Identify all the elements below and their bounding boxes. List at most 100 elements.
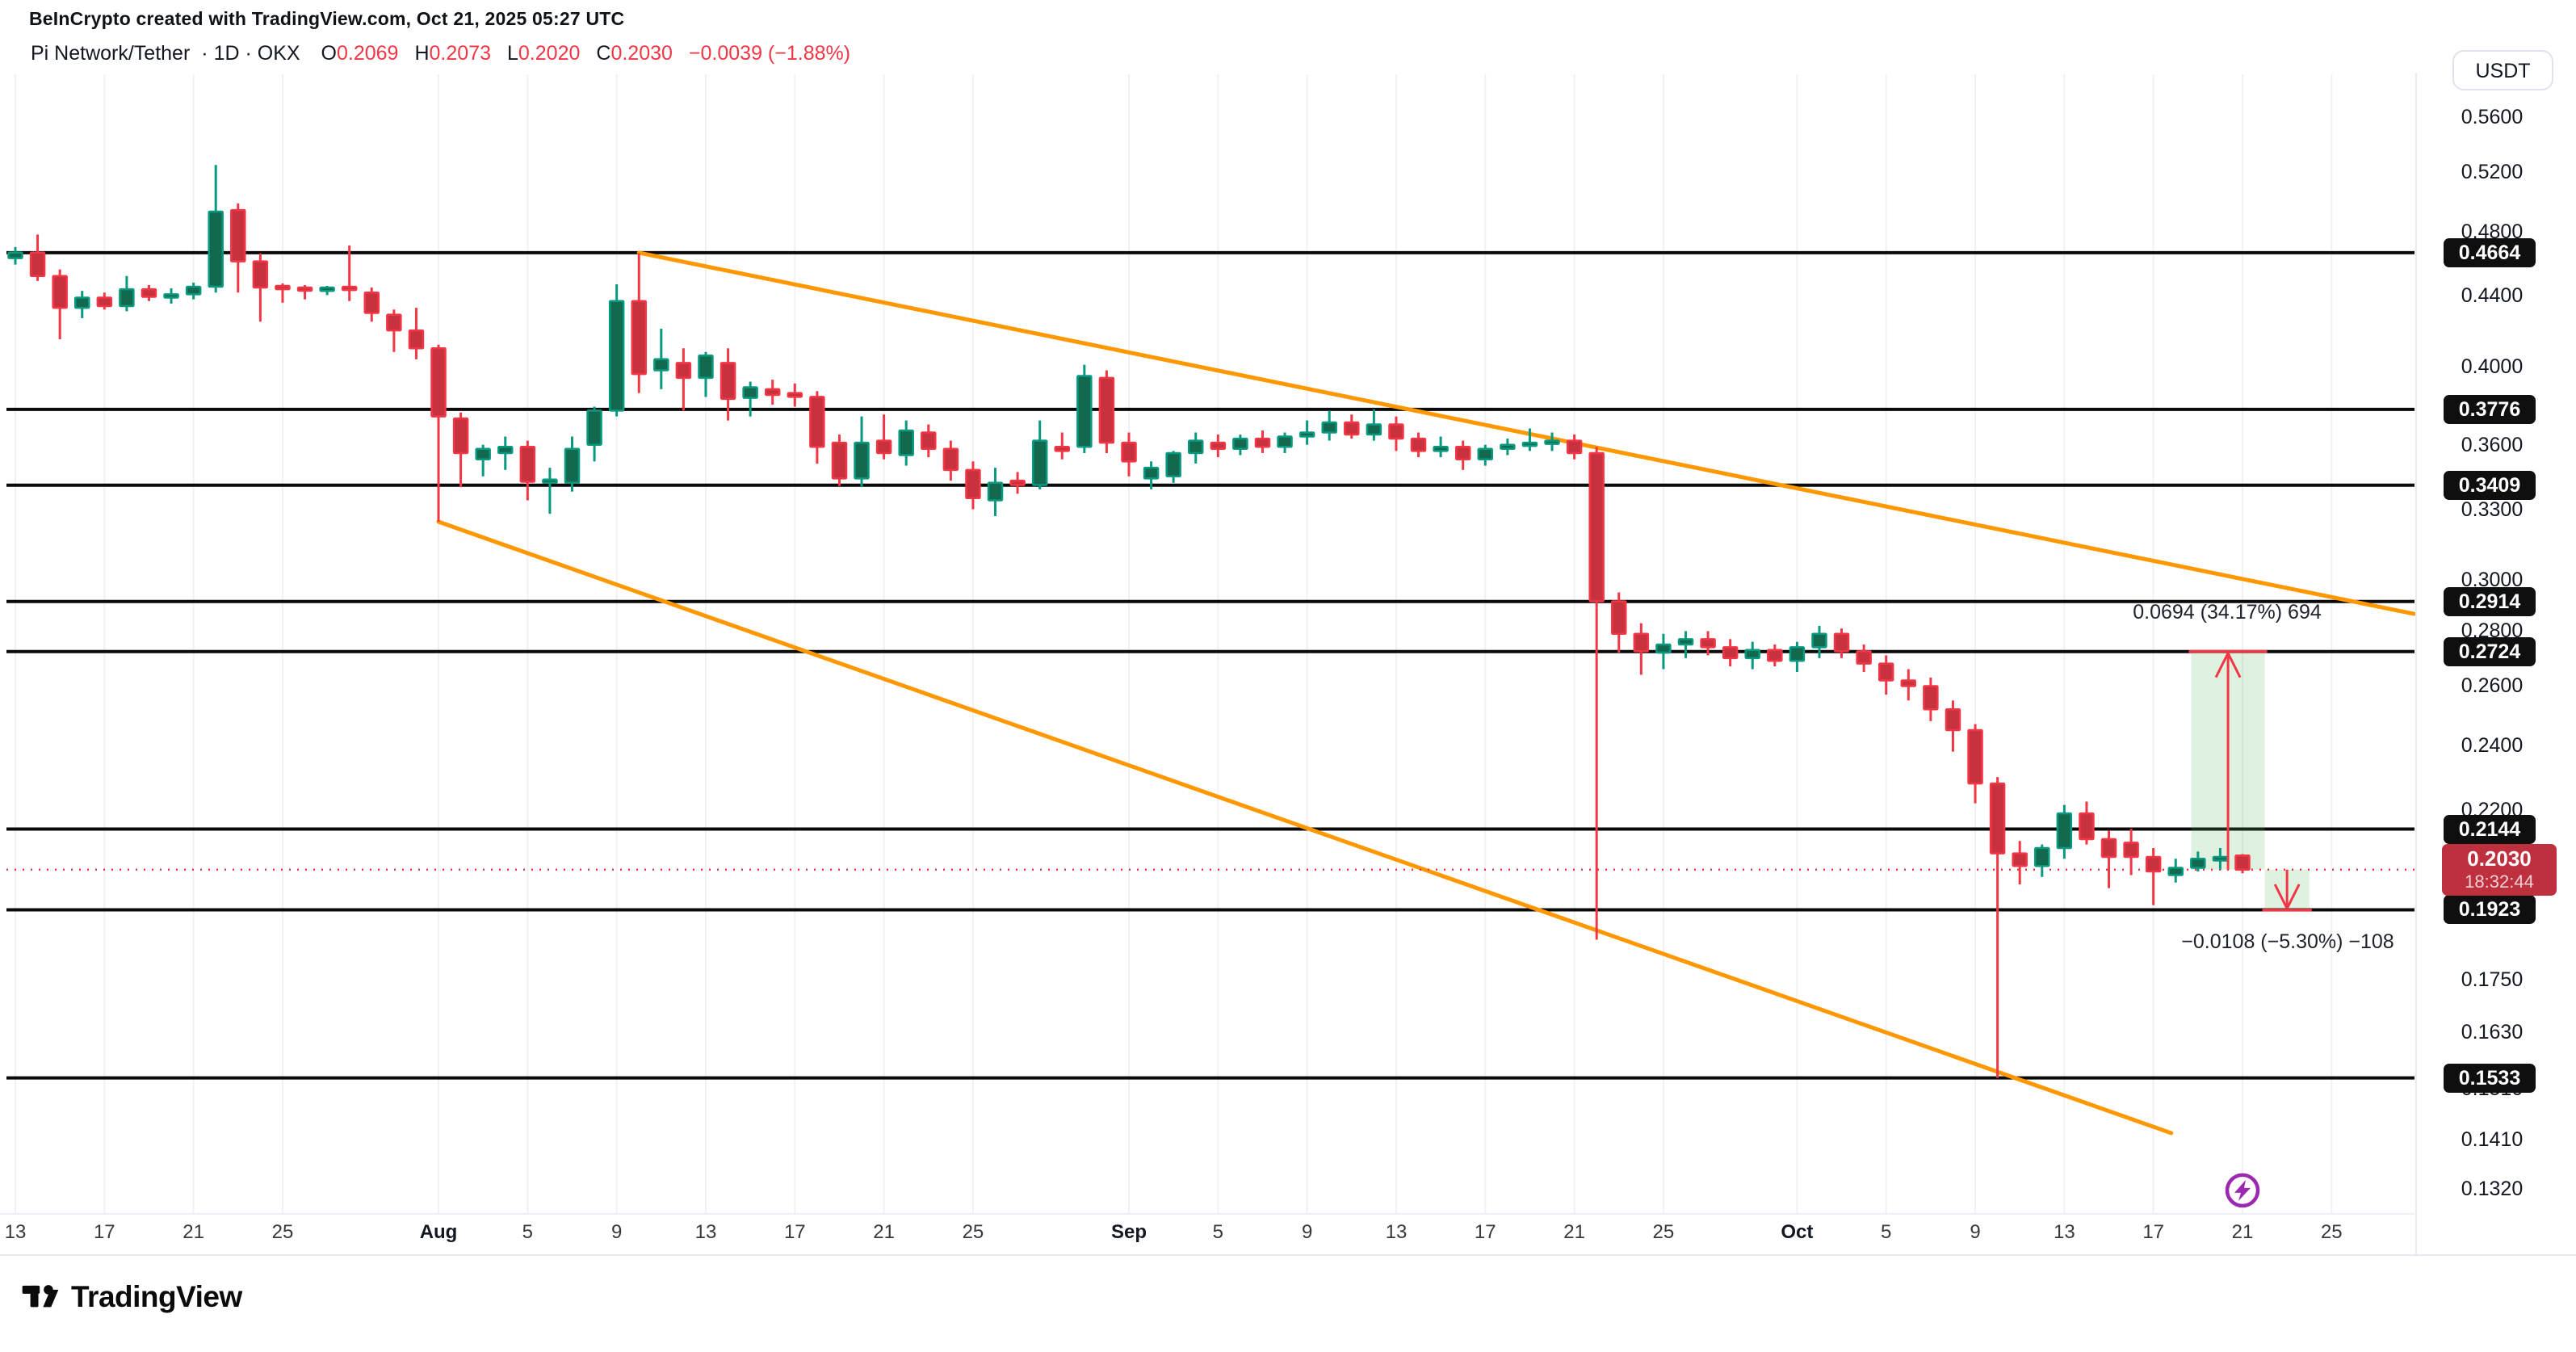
time-tick: 25 bbox=[2320, 1221, 2343, 1243]
ohlc-high: H0.2073 bbox=[414, 42, 491, 65]
candle bbox=[1811, 625, 1827, 658]
time-tick: 17 bbox=[93, 1221, 115, 1243]
candle bbox=[208, 165, 224, 293]
time-tick: 9 bbox=[1970, 1221, 1981, 1243]
candle bbox=[1298, 420, 1315, 445]
candle bbox=[921, 424, 937, 458]
candle bbox=[252, 253, 269, 322]
time-tick: 17 bbox=[783, 1221, 806, 1243]
candle bbox=[408, 308, 425, 359]
candle bbox=[1722, 639, 1739, 667]
candle bbox=[52, 269, 68, 340]
candle bbox=[942, 440, 959, 481]
candle bbox=[1856, 644, 1872, 673]
ohlc-low: L0.2020 bbox=[507, 42, 581, 65]
time-tick: 17 bbox=[2142, 1221, 2165, 1243]
candle bbox=[1277, 432, 1293, 453]
measure-down-label: −0.0108 (−5.30%) −108 bbox=[2181, 930, 2394, 953]
candle bbox=[2034, 844, 2050, 877]
candle bbox=[296, 284, 313, 300]
candle bbox=[586, 406, 602, 462]
time-tick: Aug bbox=[419, 1221, 458, 1243]
price-tick: 0.5600 bbox=[2461, 106, 2524, 128]
candle bbox=[1744, 641, 1760, 670]
candle bbox=[1054, 432, 1071, 460]
candle bbox=[608, 283, 625, 417]
candle bbox=[1366, 409, 1382, 441]
candle bbox=[764, 380, 781, 405]
candle bbox=[73, 291, 90, 318]
candle bbox=[1098, 370, 1115, 453]
candle bbox=[787, 383, 803, 407]
level-price-label: 0.2914 bbox=[2444, 586, 2536, 616]
ohlc-close: C0.2030 bbox=[596, 42, 673, 65]
candle bbox=[1344, 414, 1360, 439]
time-tick: 5 bbox=[1212, 1221, 1223, 1243]
candle bbox=[1121, 432, 1137, 477]
candle bbox=[1165, 451, 1181, 483]
price-tick: 0.1320 bbox=[2461, 1177, 2524, 1200]
price-tick: 0.3600 bbox=[2461, 433, 2524, 456]
candle bbox=[742, 381, 758, 417]
candle bbox=[475, 444, 491, 477]
price-tick: 0.3300 bbox=[2461, 498, 2524, 521]
candle bbox=[1900, 669, 1917, 701]
price-axis-border bbox=[2415, 73, 2417, 1254]
measure-arrowhead bbox=[2214, 650, 2242, 678]
price-tick: 0.2400 bbox=[2461, 733, 2524, 757]
level-price-label: 0.2144 bbox=[2444, 814, 2536, 844]
symbol-title: Pi Network/Tether bbox=[31, 42, 191, 65]
candle bbox=[698, 351, 714, 397]
time-tick: 25 bbox=[271, 1221, 294, 1243]
candle bbox=[497, 436, 514, 470]
candle bbox=[1767, 644, 1783, 667]
candle bbox=[1877, 655, 1894, 695]
tradingview-logo-icon bbox=[22, 1285, 59, 1308]
candle bbox=[1031, 420, 1048, 489]
candle bbox=[430, 344, 447, 523]
candle bbox=[1521, 428, 1538, 451]
last-price-value: 0.2030 bbox=[2467, 846, 2532, 871]
candle bbox=[386, 309, 402, 352]
time-tick: 21 bbox=[2231, 1221, 2254, 1243]
time-tick: 21 bbox=[873, 1221, 895, 1243]
candle bbox=[875, 414, 892, 460]
candle bbox=[2123, 829, 2139, 875]
candle bbox=[141, 284, 157, 301]
level-price-label: 0.1923 bbox=[2444, 895, 2536, 925]
candle bbox=[2212, 847, 2229, 870]
candle bbox=[341, 245, 358, 301]
candle bbox=[1187, 432, 1204, 464]
candle bbox=[1655, 633, 1672, 670]
trendline bbox=[636, 250, 2416, 616]
candle bbox=[1454, 440, 1471, 470]
time-tick: 13 bbox=[2054, 1221, 2075, 1243]
candle bbox=[1923, 677, 1939, 721]
candle bbox=[96, 292, 113, 310]
credit-line: BeInCrypto created with TradingView.com,… bbox=[29, 8, 625, 29]
level-price-label: 0.1533 bbox=[2444, 1063, 2536, 1093]
candle bbox=[2145, 847, 2162, 905]
candle bbox=[7, 246, 23, 265]
candle bbox=[1433, 436, 1449, 458]
candle bbox=[1477, 444, 1494, 466]
level-price-label: 0.3776 bbox=[2444, 394, 2536, 424]
candle bbox=[987, 468, 1004, 516]
candle bbox=[2190, 851, 2206, 871]
candle bbox=[163, 288, 179, 304]
candle bbox=[1210, 435, 1227, 458]
candle bbox=[1588, 447, 1605, 608]
candle bbox=[809, 391, 825, 464]
candle bbox=[363, 288, 380, 322]
trendline bbox=[436, 519, 2174, 1136]
candle bbox=[542, 468, 558, 514]
candle bbox=[1967, 724, 1983, 804]
time-tick: 13 bbox=[4, 1221, 27, 1243]
price-tick: 0.5200 bbox=[2461, 161, 2524, 184]
candle bbox=[631, 253, 647, 393]
currency-toggle-button[interactable]: USDT bbox=[2452, 50, 2553, 90]
tradingview-logo[interactable]: TradingView bbox=[21, 1278, 242, 1316]
time-tick: 13 bbox=[1385, 1221, 1408, 1243]
candle bbox=[2234, 854, 2251, 874]
